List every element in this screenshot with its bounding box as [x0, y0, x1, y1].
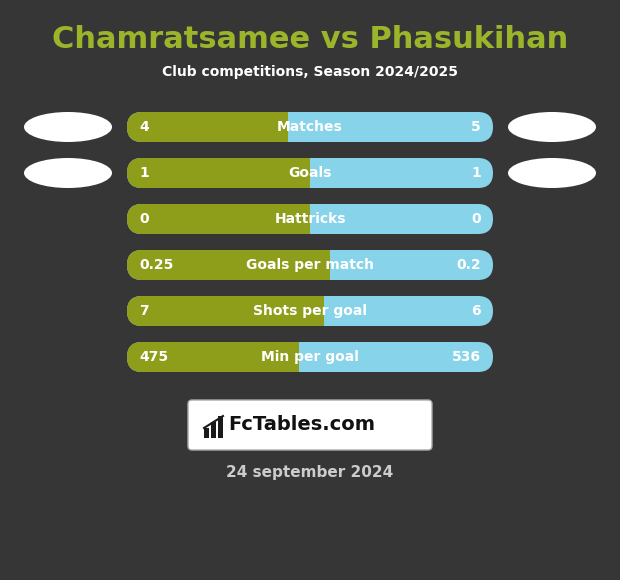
Ellipse shape — [24, 112, 112, 142]
Text: 0.2: 0.2 — [456, 258, 481, 272]
FancyBboxPatch shape — [127, 250, 493, 280]
Text: 0: 0 — [139, 212, 149, 226]
Text: FcTables.com: FcTables.com — [228, 415, 375, 434]
FancyBboxPatch shape — [127, 250, 330, 280]
Text: 6: 6 — [471, 304, 481, 318]
Text: Goals per match: Goals per match — [246, 258, 374, 272]
Text: 0.25: 0.25 — [139, 258, 174, 272]
Text: 5: 5 — [471, 120, 481, 134]
FancyBboxPatch shape — [127, 112, 493, 142]
Bar — [218, 416, 223, 438]
Bar — [284, 342, 299, 372]
FancyBboxPatch shape — [127, 112, 288, 142]
Text: Hattricks: Hattricks — [274, 212, 346, 226]
FancyBboxPatch shape — [127, 296, 493, 326]
FancyBboxPatch shape — [127, 158, 493, 188]
Text: 24 september 2024: 24 september 2024 — [226, 465, 394, 480]
Bar — [211, 422, 216, 438]
Text: 7: 7 — [139, 304, 149, 318]
FancyBboxPatch shape — [127, 158, 310, 188]
Ellipse shape — [508, 112, 596, 142]
Text: Matches: Matches — [277, 120, 343, 134]
Text: 1: 1 — [471, 166, 481, 180]
Bar — [315, 250, 330, 280]
FancyBboxPatch shape — [127, 342, 493, 372]
FancyBboxPatch shape — [127, 342, 299, 372]
Bar — [273, 112, 288, 142]
Text: 475: 475 — [139, 350, 168, 364]
FancyBboxPatch shape — [127, 204, 310, 234]
Bar — [295, 158, 310, 188]
Text: Shots per goal: Shots per goal — [253, 304, 367, 318]
Ellipse shape — [24, 158, 112, 188]
Bar — [204, 428, 209, 438]
Bar — [309, 296, 324, 326]
FancyBboxPatch shape — [127, 296, 324, 326]
Text: 0: 0 — [471, 212, 481, 226]
Text: Chamratsamee vs Phasukihan: Chamratsamee vs Phasukihan — [52, 26, 568, 55]
Bar — [295, 204, 310, 234]
FancyBboxPatch shape — [127, 204, 493, 234]
Ellipse shape — [508, 158, 596, 188]
Text: Min per goal: Min per goal — [261, 350, 359, 364]
Text: Goals: Goals — [288, 166, 332, 180]
FancyBboxPatch shape — [188, 400, 432, 450]
Text: Club competitions, Season 2024/2025: Club competitions, Season 2024/2025 — [162, 65, 458, 79]
Text: 4: 4 — [139, 120, 149, 134]
Text: 536: 536 — [452, 350, 481, 364]
Text: 1: 1 — [139, 166, 149, 180]
